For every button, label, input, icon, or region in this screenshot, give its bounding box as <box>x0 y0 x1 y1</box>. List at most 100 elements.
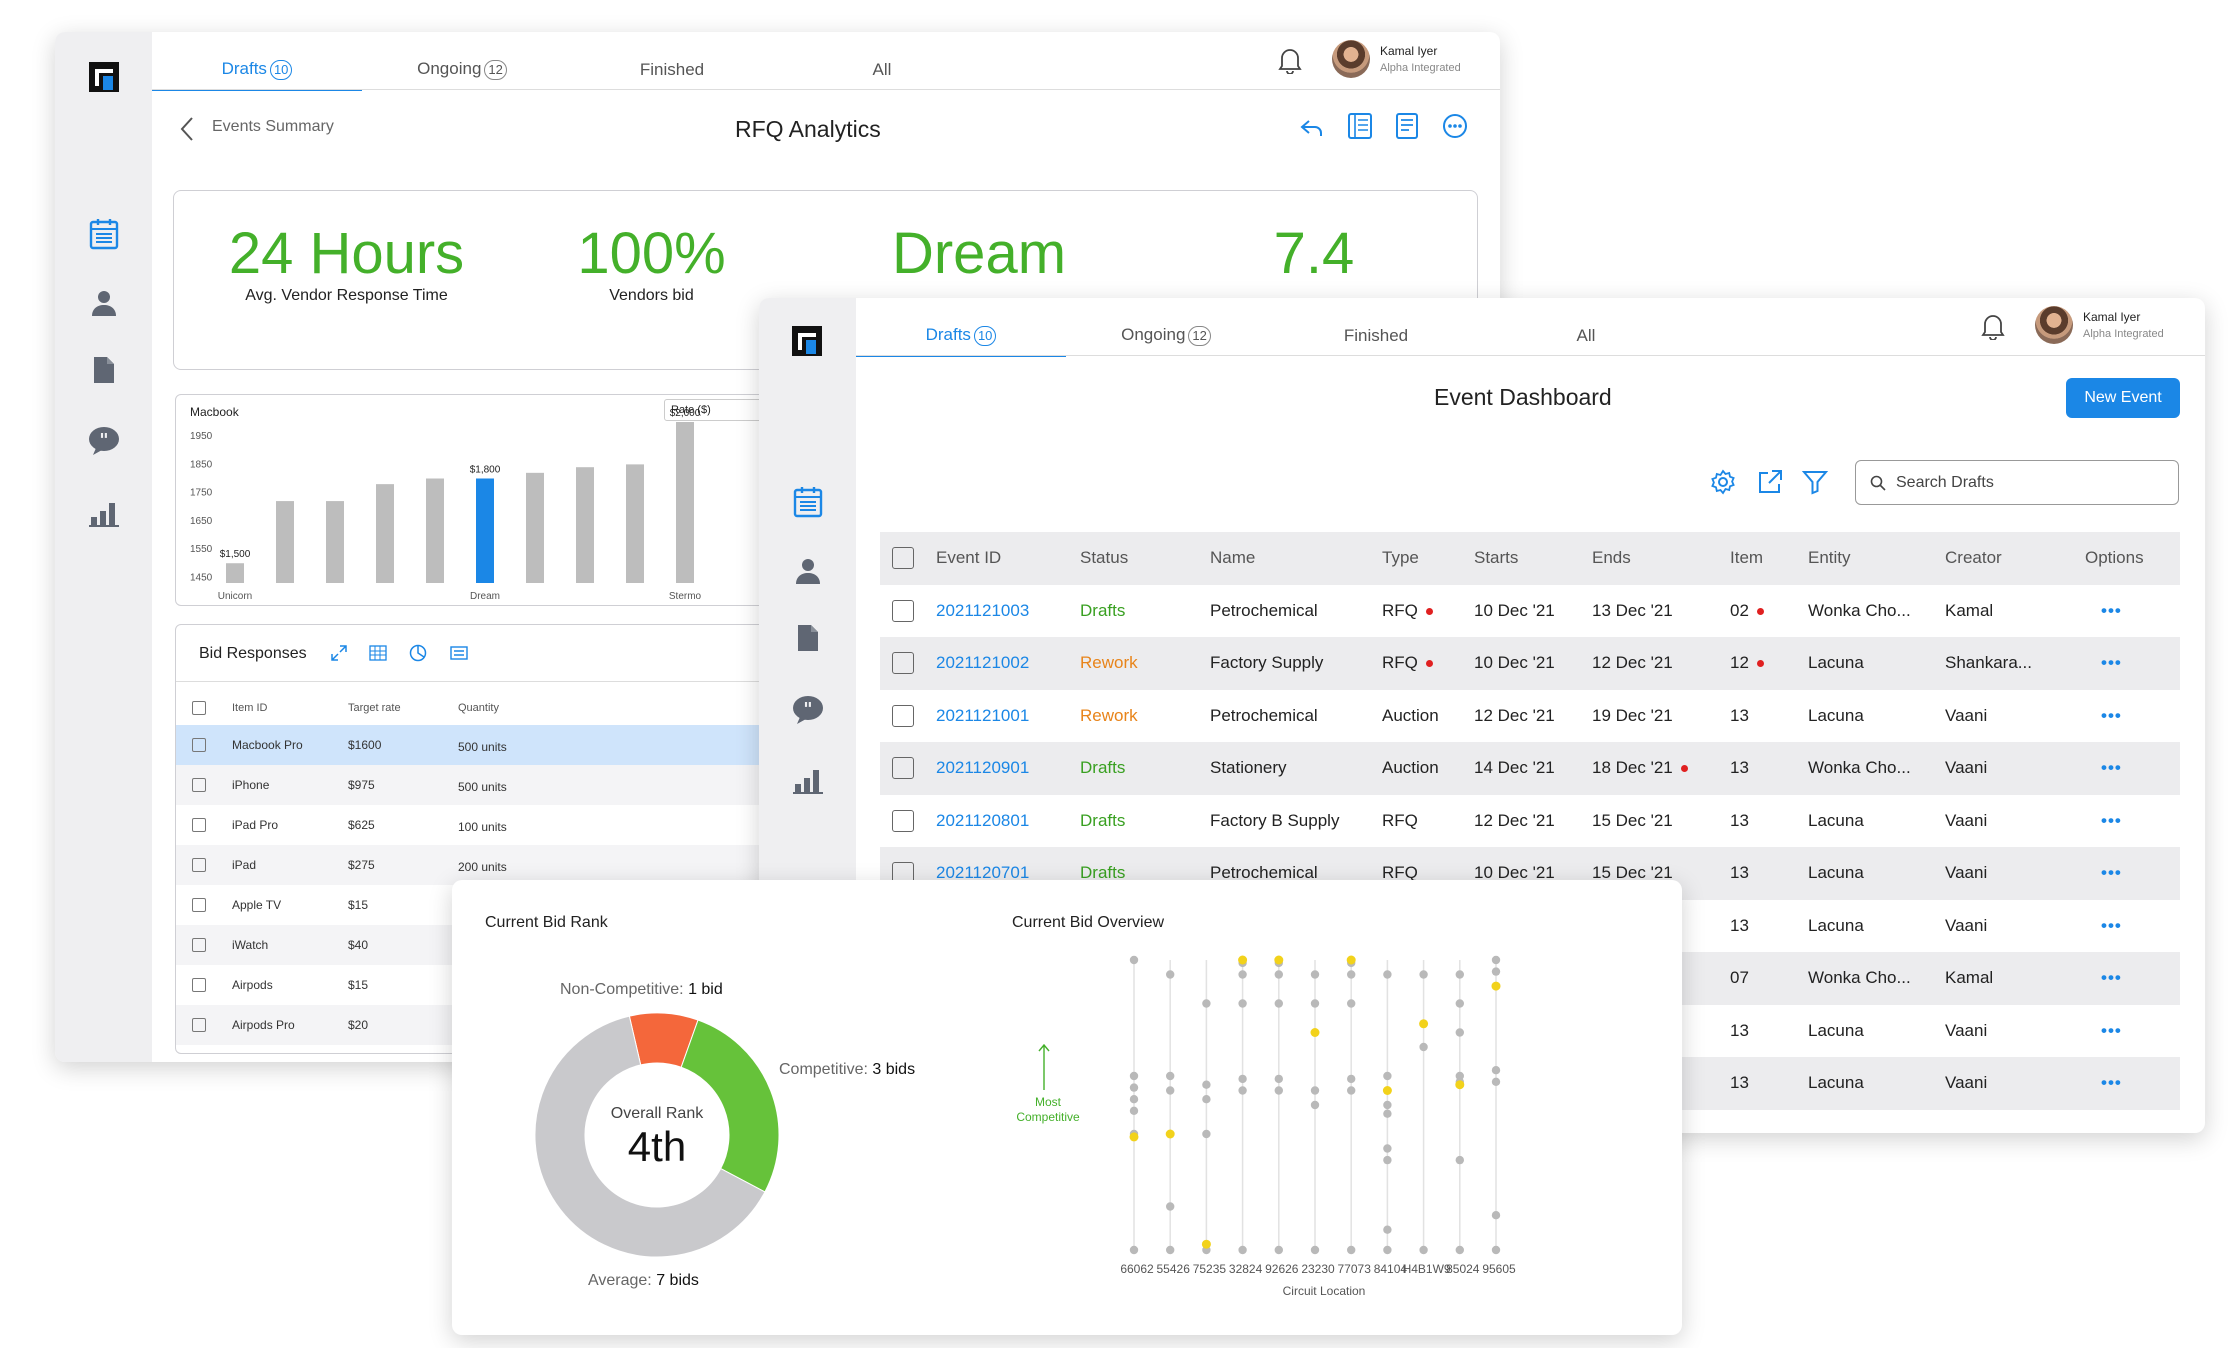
row-checkbox[interactable] <box>192 898 206 913</box>
filter-icon[interactable] <box>1801 468 1829 496</box>
page-title: RFQ Analytics <box>735 116 881 142</box>
event-id-link[interactable]: 2021121002 <box>936 653 1030 673</box>
select-all-checkbox[interactable] <box>892 547 914 570</box>
type-cell: RFQ <box>1382 637 1474 690</box>
row-options-button[interactable]: ••• <box>2101 915 2122 935</box>
event-id-link[interactable]: 2021120701 <box>936 863 1030 883</box>
bar-chart-icon[interactable] <box>88 499 119 527</box>
row-options-button[interactable]: ••• <box>2101 968 2122 988</box>
reply-icon[interactable] <box>1300 118 1324 138</box>
chat-icon[interactable]: " <box>88 426 120 456</box>
pie-view-icon[interactable] <box>408 643 428 663</box>
bell-icon[interactable] <box>1278 46 1302 74</box>
search-input[interactable]: Search Drafts <box>1855 460 2179 505</box>
export-icon[interactable] <box>1756 468 1784 496</box>
row-checkbox[interactable] <box>892 652 914 675</box>
event-id-link[interactable]: 2021121001 <box>936 705 1030 725</box>
options-cell[interactable]: ••• <box>2085 637 2180 690</box>
row-checkbox[interactable] <box>892 757 914 780</box>
table-view-icon[interactable] <box>449 643 469 663</box>
row-checkbox[interactable] <box>892 704 914 727</box>
event-id-link[interactable]: 2021120801 <box>936 810 1030 830</box>
user-icon[interactable] <box>91 289 117 317</box>
options-cell[interactable]: ••• <box>2085 742 2180 795</box>
row-checkbox[interactable] <box>892 809 914 832</box>
bar-chart-icon[interactable] <box>792 766 823 794</box>
tab-drafts[interactable]: Drafts 10 <box>152 59 362 91</box>
options-cell[interactable]: ••• <box>2085 900 2180 953</box>
calendar-icon[interactable] <box>89 218 119 250</box>
creator: Kamal <box>1945 968 1994 988</box>
options-cell[interactable]: ••• <box>2085 1005 2180 1058</box>
app-logo[interactable] <box>792 326 822 356</box>
table-row[interactable]: Macbook Pro $1600 500 units <box>176 725 814 765</box>
calendar-icon[interactable] <box>793 486 823 518</box>
tab-ongoing[interactable]: Ongoing 12 <box>362 59 562 90</box>
options-cell[interactable]: ••• <box>2085 952 2180 1005</box>
event-id-cell[interactable]: 2021120701 <box>936 847 1080 900</box>
tab-ongoing[interactable]: Ongoing 12 <box>1066 325 1266 356</box>
chat-icon[interactable]: " <box>792 695 824 725</box>
table-row[interactable]: 2021120901 Drafts Stationery Auction 14 Dec … <box>880 742 2180 795</box>
starts-cell: 10 Dec '21 <box>1474 637 1592 690</box>
new-event-button[interactable]: New Event <box>2066 378 2180 418</box>
row-options-button[interactable]: ••• <box>2101 705 2122 725</box>
expand-icon[interactable] <box>329 643 349 663</box>
settings-icon[interactable] <box>1709 468 1737 496</box>
row-checkbox[interactable] <box>192 978 206 993</box>
event-id-link[interactable]: 2021121003 <box>936 600 1030 620</box>
table-row[interactable]: 2021121001 Rework Petrochemical Auction 12 D… <box>880 689 2180 743</box>
more-options-icon[interactable] <box>1442 113 1468 139</box>
document-icon[interactable] <box>796 623 820 653</box>
event-id-link[interactable]: 2021120901 <box>936 758 1030 778</box>
tab-finished[interactable]: Finished <box>1343 326 1409 345</box>
row-checkbox[interactable] <box>192 818 206 833</box>
table-row[interactable]: iPad $275 200 units <box>176 845 814 885</box>
options-cell[interactable]: ••• <box>2085 1057 2180 1110</box>
bell-icon[interactable] <box>1981 312 2005 340</box>
row-options-button[interactable]: ••• <box>2101 810 2122 830</box>
notes-icon[interactable] <box>1394 112 1420 140</box>
event-id-cell[interactable]: 2021121003 <box>936 585 1080 638</box>
table-row[interactable]: iPhone $975 500 units <box>176 765 814 805</box>
options-cell[interactable]: ••• <box>2085 847 2180 900</box>
list-view-icon[interactable] <box>1347 112 1373 140</box>
tab-all[interactable]: All <box>872 60 892 79</box>
table-row[interactable]: iPad Pro $625 100 units <box>176 805 814 845</box>
breadcrumb[interactable]: Events Summary <box>212 118 334 135</box>
event-id-cell[interactable]: 2021121001 <box>936 690 1080 743</box>
app-logo[interactable] <box>89 62 119 92</box>
row-checkbox[interactable] <box>192 858 206 873</box>
tab-all[interactable]: All <box>1576 326 1596 345</box>
tab-finished[interactable]: Finished <box>639 60 705 79</box>
tab-drafts[interactable]: Drafts 10 <box>856 325 1066 357</box>
table-row[interactable]: 2021121003 Drafts Petrochemical RFQ 10 Dec '… <box>880 584 2180 638</box>
row-checkbox[interactable] <box>192 938 206 953</box>
row-checkbox[interactable] <box>192 778 206 793</box>
row-checkbox[interactable] <box>192 1018 206 1033</box>
row-options-button[interactable]: ••• <box>2101 1020 2122 1040</box>
bid-point <box>1129 1245 1139 1255</box>
avatar[interactable] <box>2035 306 2073 344</box>
event-id-cell[interactable]: 2021121002 <box>936 637 1080 690</box>
select-all-checkbox[interactable] <box>192 701 206 716</box>
document-icon[interactable] <box>92 355 116 385</box>
row-checkbox[interactable] <box>192 738 206 753</box>
options-cell[interactable]: ••• <box>2085 585 2180 638</box>
grid-view-icon[interactable] <box>368 643 388 663</box>
table-row[interactable]: 2021120801 Drafts Factory B Supply RFQ 12 De… <box>880 794 2180 848</box>
options-cell[interactable]: ••• <box>2085 690 2180 743</box>
row-options-button[interactable]: ••• <box>2101 653 2122 673</box>
event-id-cell[interactable]: 2021120901 <box>936 742 1080 795</box>
options-cell[interactable]: ••• <box>2085 795 2180 848</box>
row-options-button[interactable]: ••• <box>2101 758 2122 778</box>
event-id-cell[interactable]: 2021120801 <box>936 795 1080 848</box>
user-icon[interactable] <box>795 557 821 585</box>
row-options-button[interactable]: ••• <box>2101 600 2122 620</box>
row-options-button[interactable]: ••• <box>2101 1073 2122 1093</box>
row-checkbox[interactable] <box>892 599 914 622</box>
table-row[interactable]: 2021121002 Rework Factory Supply RFQ 10 Dec … <box>880 637 2180 690</box>
back-chevron-icon[interactable] <box>179 116 195 142</box>
avatar[interactable] <box>1332 40 1370 78</box>
row-options-button[interactable]: ••• <box>2101 863 2122 883</box>
